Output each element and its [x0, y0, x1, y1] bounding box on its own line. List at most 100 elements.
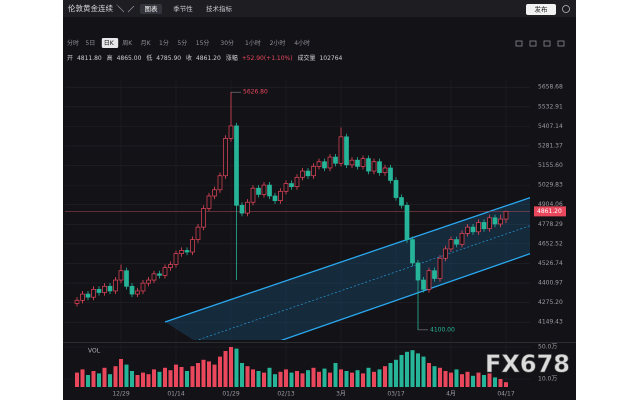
period[interactable]: 30分 [220, 39, 234, 47]
candle-body [399, 197, 404, 206]
tab-active[interactable] [140, 4, 162, 14]
volume-bar [460, 374, 464, 387]
volume-bar [498, 379, 503, 387]
candle-body [349, 159, 355, 166]
period[interactable]: 5分 [177, 39, 187, 47]
period[interactable]: 月K [141, 40, 152, 47]
candle-body [212, 189, 217, 197]
candle-body [316, 161, 322, 167]
volume-bar [80, 369, 85, 387]
volume-bar [273, 374, 277, 387]
candle-body [305, 170, 311, 177]
volume-bar [317, 371, 321, 387]
period[interactable]: 15分 [196, 39, 210, 47]
candle-body [503, 211, 509, 220]
period[interactable]: 1小时 [245, 39, 261, 47]
candle-body [206, 195, 212, 209]
candle-body [201, 208, 206, 228]
x-tick-label: 4月 [446, 391, 456, 398]
app: 伦敦黄金连续 图表 季节性 技术指标 发布 分时 5日 日K 周K 月K 1分 5分 15分 3… [63, 0, 576, 400]
volume-bar [207, 361, 211, 387]
tab[interactable]: 技术指标 [206, 4, 233, 13]
last-price-label: 4861.20 [537, 208, 562, 215]
volume-bar [438, 367, 442, 387]
settings-icon[interactable] [562, 5, 570, 13]
candle-body [492, 217, 498, 225]
volume-bar [163, 367, 167, 387]
candle-body [487, 217, 492, 230]
candle-body [118, 270, 124, 281]
quote-value: 4865.00 [117, 55, 142, 62]
period-active[interactable] [101, 38, 119, 48]
drawing-tools[interactable] [116, 4, 135, 13]
candle-body [327, 156, 333, 169]
candle-body [393, 180, 399, 198]
period[interactable]: 5日 [85, 40, 95, 47]
quote-line: 开 4811.80 高 4865.00 低 4785.90 收 4861.20 … [67, 54, 343, 62]
tab[interactable]: 季节性 [173, 4, 193, 13]
candle-body [113, 279, 118, 292]
volume-bar [487, 373, 492, 387]
period[interactable]: 日K [104, 40, 115, 47]
volume-bar [383, 366, 387, 387]
candle-body [333, 156, 338, 164]
volume-bar [113, 366, 118, 387]
volume-label: VOL [88, 348, 101, 355]
candle-body [410, 239, 415, 264]
candle-body [437, 257, 443, 279]
volume-bar [86, 375, 90, 387]
candle-body [278, 190, 283, 202]
candle-body [190, 239, 195, 253]
quote-label: 涨幅 [226, 54, 238, 62]
volume-bar [179, 367, 184, 387]
period[interactable]: 周K [122, 40, 133, 47]
volume-bar [427, 363, 431, 387]
volume-bar [141, 372, 145, 387]
candle-body [443, 248, 448, 259]
candle-body [228, 125, 234, 139]
candle-body [151, 273, 157, 281]
volume-bar [344, 371, 349, 387]
period[interactable]: 分时 [67, 39, 79, 47]
tab[interactable]: 图表 [145, 4, 159, 13]
candle-body [74, 299, 80, 304]
quote-label: 成交量 [298, 54, 316, 62]
volume-bar [350, 372, 354, 387]
candle-body [415, 262, 421, 281]
volume-bar [432, 366, 437, 387]
y-tick-label: 4778.29 [538, 221, 563, 228]
y-tick-label: 4275.20 [538, 299, 563, 306]
period[interactable]: 4小时 [294, 39, 310, 47]
y-tick-label: 5155.60 [538, 162, 563, 169]
volume-bar [146, 374, 151, 387]
watermark: FX678 [485, 350, 570, 378]
candle-body [168, 264, 173, 268]
candle-body [498, 218, 503, 225]
candle-body [124, 270, 129, 287]
y-tick-label: 5407.14 [538, 123, 563, 130]
volume-bar [256, 371, 261, 387]
volume-bar [476, 372, 481, 387]
candle-body [366, 158, 371, 172]
publish-button[interactable] [526, 4, 556, 15]
candle-body [300, 170, 305, 178]
volume-bar [212, 364, 217, 387]
candle-body [481, 222, 487, 230]
candle-body [459, 233, 465, 245]
candle-body [256, 187, 261, 195]
panel-icons[interactable] [515, 40, 565, 47]
annotation-label: 4100.00 [430, 326, 455, 333]
volume-bar [201, 359, 206, 387]
candle-body [470, 226, 476, 233]
candle-body [476, 222, 481, 233]
y-tick-label: 4652.52 [538, 240, 563, 247]
volume-bar [97, 373, 101, 387]
volume-bar [399, 355, 404, 387]
volume-bar [471, 375, 475, 387]
volume-bar [190, 366, 195, 387]
volume-bar [361, 373, 365, 387]
period[interactable]: 2小时 [270, 39, 286, 47]
volume-bar [493, 377, 497, 387]
period[interactable]: 1分 [159, 39, 169, 47]
publish-label[interactable]: 发布 [535, 5, 549, 14]
